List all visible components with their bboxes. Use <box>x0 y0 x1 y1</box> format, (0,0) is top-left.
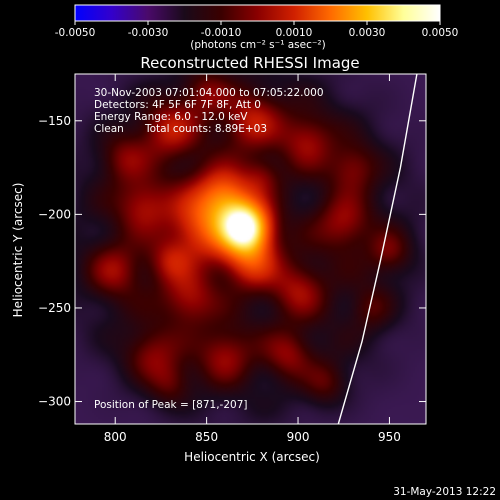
info-method: Clean <box>94 123 124 135</box>
colorbar: -0.0050 -0.0030 -0.0010 0.0010 0.0030 0.0050 … <box>55 4 459 51</box>
x-tick-label: 900 <box>287 430 310 444</box>
colorbar-tick-label: -0.0050 <box>55 27 96 39</box>
x-tick-label: 850 <box>195 430 218 444</box>
colorbar-strip <box>74 4 441 22</box>
y-axis: −150 −200 −250 −300 <box>38 114 426 409</box>
heatmap-image <box>75 74 426 424</box>
info-total-counts: Total counts: 8.89E+03 <box>144 123 267 135</box>
colorbar-tick-label: 0.0050 <box>422 27 459 39</box>
x-tick-label: 800 <box>104 430 127 444</box>
colorbar-unit-label: (photons cm⁻² s⁻¹ asec⁻²) <box>190 39 325 51</box>
plot-area: 800 850 900 950 −150 −200 −250 −300 <box>38 73 427 444</box>
colorbar-tick-label: 0.0030 <box>349 27 386 39</box>
x-axis-label: Heliocentric X (arcsec) <box>184 450 320 464</box>
y-tick-label: −250 <box>38 301 71 315</box>
x-axis: 800 850 900 950 <box>104 74 401 444</box>
plot-frame <box>74 73 427 425</box>
info-energy-range: Energy Range: 6.0 - 12.0 keV <box>94 111 248 123</box>
footer-date: 31-May-2013 12:22 <box>393 486 496 498</box>
colorbar-tick-label: -0.0030 <box>128 27 169 39</box>
info-time-range: 30-Nov-2003 07:01:04.000 to 07:05:22.000 <box>94 87 324 99</box>
y-axis-label: Heliocentric Y (arcsec) <box>11 183 25 318</box>
y-tick-label: −200 <box>38 207 71 221</box>
colorbar-tick-label: -0.0010 <box>201 27 242 39</box>
y-tick-label: −300 <box>38 395 71 409</box>
y-tick-label: −150 <box>38 114 71 128</box>
info-detectors: Detectors: 4F 5F 6F 7F 8F, Att 0 <box>94 99 261 111</box>
solar-limb-line <box>337 74 418 424</box>
info-peak-position: Position of Peak = [871,-207] <box>94 399 248 411</box>
x-tick-label: 950 <box>378 430 401 444</box>
chart-title: Reconstructed RHESSI Image <box>140 54 359 72</box>
info-block: 30-Nov-2003 07:01:04.000 to 07:05:22.000… <box>94 87 324 411</box>
colorbar-tick-label: 0.0010 <box>276 27 313 39</box>
colorbar-ticks: -0.0050 -0.0030 -0.0010 0.0010 0.0030 0.0050 <box>55 21 459 39</box>
